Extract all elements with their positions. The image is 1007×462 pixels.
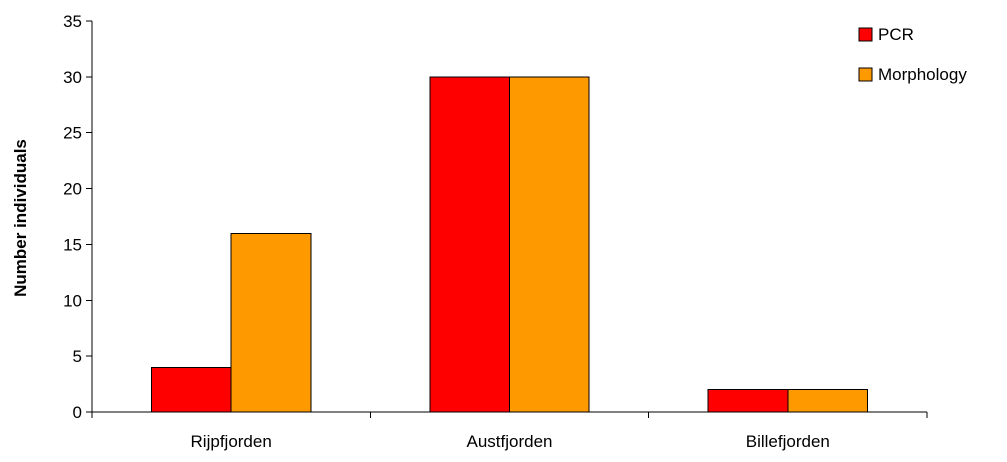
bar-pcr-austfjorden <box>429 76 510 413</box>
y-tick-label: 15 <box>63 235 82 254</box>
legend: PCR Morphology <box>858 25 967 84</box>
x-tick-label: Austfjorden <box>467 432 553 451</box>
legend-swatch-pcr <box>858 27 873 42</box>
bar-pcr-billefjorden <box>707 389 789 413</box>
legend-label-pcr: PCR <box>878 25 914 44</box>
bar-morphology-rijpfjorden <box>230 232 312 413</box>
y-tick-label: 30 <box>63 68 82 87</box>
y-tick-label: 35 <box>63 12 82 31</box>
bar-morphology-austfjorden <box>509 76 590 413</box>
y-tick-label: 10 <box>63 291 82 310</box>
y-tick-label: 20 <box>63 180 82 199</box>
legend-label-morphology: Morphology <box>878 65 967 84</box>
bars <box>151 76 868 413</box>
y-tick-label: 5 <box>73 347 82 366</box>
x-axis: Rijpfjorden Austfjorden Billefjorden <box>91 411 928 451</box>
x-tick-label: Billefjorden <box>746 432 830 451</box>
y-tick-label: 0 <box>73 403 82 422</box>
y-axis-label: Number individuals <box>11 139 30 297</box>
y-tick-label: 25 <box>63 124 82 143</box>
legend-swatch-morphology <box>858 67 873 82</box>
x-tick-label: Rijpfjorden <box>191 432 272 451</box>
y-axis: 0 5 10 15 20 25 30 35 <box>63 12 93 422</box>
bar-morphology-billefjorden <box>787 389 868 413</box>
bar-pcr-rijpfjorden <box>151 366 232 413</box>
